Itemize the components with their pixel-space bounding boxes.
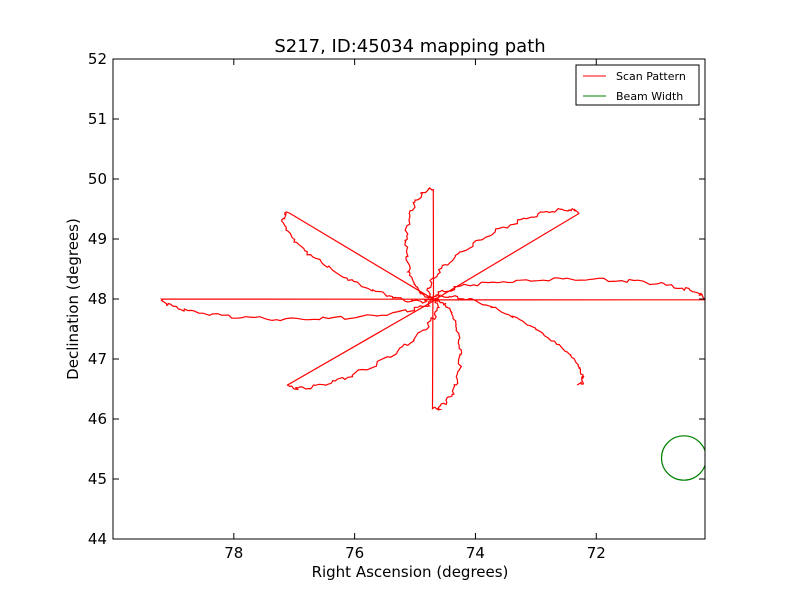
legend-label-beam-width: Beam Width	[616, 90, 683, 103]
y-tick-label: 45	[88, 470, 107, 488]
y-axis-label: Declination (degrees)	[64, 218, 82, 380]
x-tick-label: 78	[224, 544, 243, 562]
x-axis-ticks: 78 76 74 72	[224, 59, 606, 562]
scan-pattern-path	[159, 186, 705, 411]
y-tick-label: 44	[88, 530, 107, 548]
y-tick-label: 47	[88, 350, 107, 368]
chart-title: S217, ID:45034 mapping path	[274, 36, 545, 57]
y-tick-label: 52	[88, 50, 107, 68]
x-tick-label: 74	[466, 544, 485, 562]
y-axis-ticks: 44 45 46 47 48 49 50 51 52	[88, 50, 705, 548]
plot-series-layer	[159, 186, 705, 481]
y-tick-label: 51	[88, 110, 107, 128]
legend: Scan Pattern Beam Width	[575, 64, 700, 106]
x-axis-label: Right Ascension (degrees)	[312, 563, 509, 581]
x-tick-label: 76	[345, 544, 364, 562]
y-tick-label: 50	[88, 170, 107, 188]
y-tick-label: 48	[88, 290, 107, 308]
y-tick-label: 46	[88, 410, 107, 428]
beam-width-circle	[660, 435, 705, 481]
legend-box	[575, 64, 700, 106]
legend-label-scan-pattern: Scan Pattern	[616, 70, 686, 83]
x-tick-label: 72	[587, 544, 606, 562]
y-tick-label: 49	[88, 230, 107, 248]
